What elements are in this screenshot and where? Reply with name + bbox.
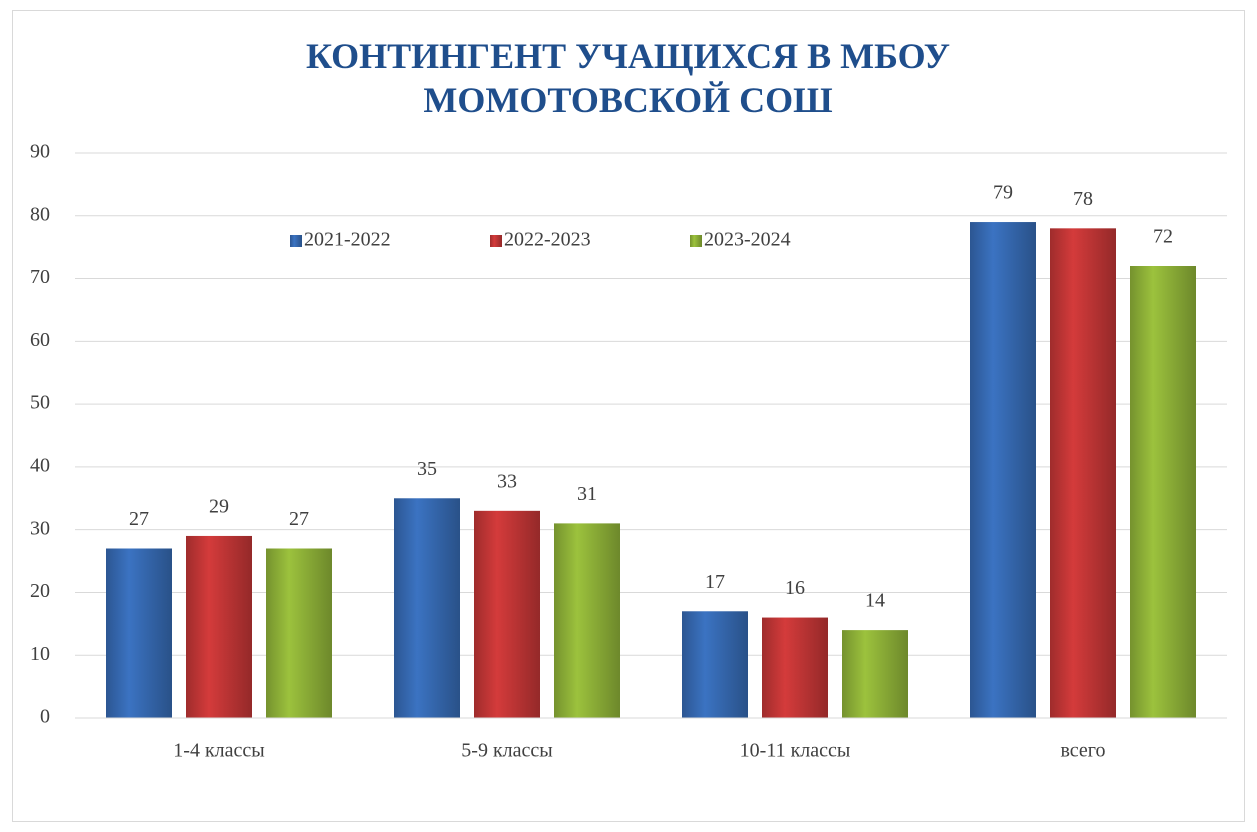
data-label: 16: [785, 577, 805, 599]
y-tick-label: 50: [30, 392, 50, 414]
y-tick-label: 80: [30, 203, 50, 225]
bar: [1130, 266, 1196, 718]
bar: [474, 510, 540, 718]
bar: [186, 535, 252, 718]
legend-label: 2021-2022: [304, 229, 391, 251]
data-label: 17: [705, 571, 725, 593]
bar: [106, 548, 172, 718]
bar: [762, 617, 828, 718]
data-label: 27: [289, 508, 309, 530]
data-label: 27: [129, 508, 149, 530]
y-tick-label: 20: [30, 580, 50, 602]
chart-frame: [12, 10, 1245, 822]
data-label: 14: [865, 590, 885, 612]
y-tick-label: 30: [30, 517, 50, 539]
x-tick-label: 10-11 классы: [740, 740, 851, 762]
x-tick-label: всего: [1060, 740, 1105, 762]
bar: [266, 548, 332, 718]
y-tick-label: 10: [30, 643, 50, 665]
y-tick-label: 40: [30, 454, 50, 476]
data-label: 31: [577, 483, 597, 505]
bar: [682, 611, 748, 718]
data-label: 33: [497, 470, 517, 492]
data-label: 35: [417, 458, 437, 480]
data-label: 79: [993, 182, 1013, 204]
legend-swatch: [690, 235, 702, 247]
x-tick-label: 5-9 классы: [461, 740, 552, 762]
legend-swatch: [290, 235, 302, 247]
y-tick-label: 70: [30, 266, 50, 288]
bar: [1050, 228, 1116, 719]
data-label: 78: [1073, 188, 1093, 210]
y-tick-label: 60: [30, 329, 50, 351]
data-label: 72: [1153, 226, 1173, 248]
legend-label: 2023-2024: [704, 229, 791, 251]
y-tick-label: 0: [40, 706, 50, 728]
bar: [554, 523, 620, 718]
y-tick-label: 90: [30, 141, 50, 163]
bar: [842, 630, 908, 718]
bar: [970, 222, 1036, 719]
chart-title: КОНТИНГЕНТ УЧАЩИХСЯ В МБОУ МОМОТОВСКОЙ С…: [305, 36, 951, 120]
bar: [394, 498, 460, 718]
legend-label: 2022-2023: [504, 229, 591, 251]
x-tick-label: 1-4 классы: [173, 740, 264, 762]
data-label: 29: [209, 496, 229, 518]
legend-swatch: [490, 235, 502, 247]
